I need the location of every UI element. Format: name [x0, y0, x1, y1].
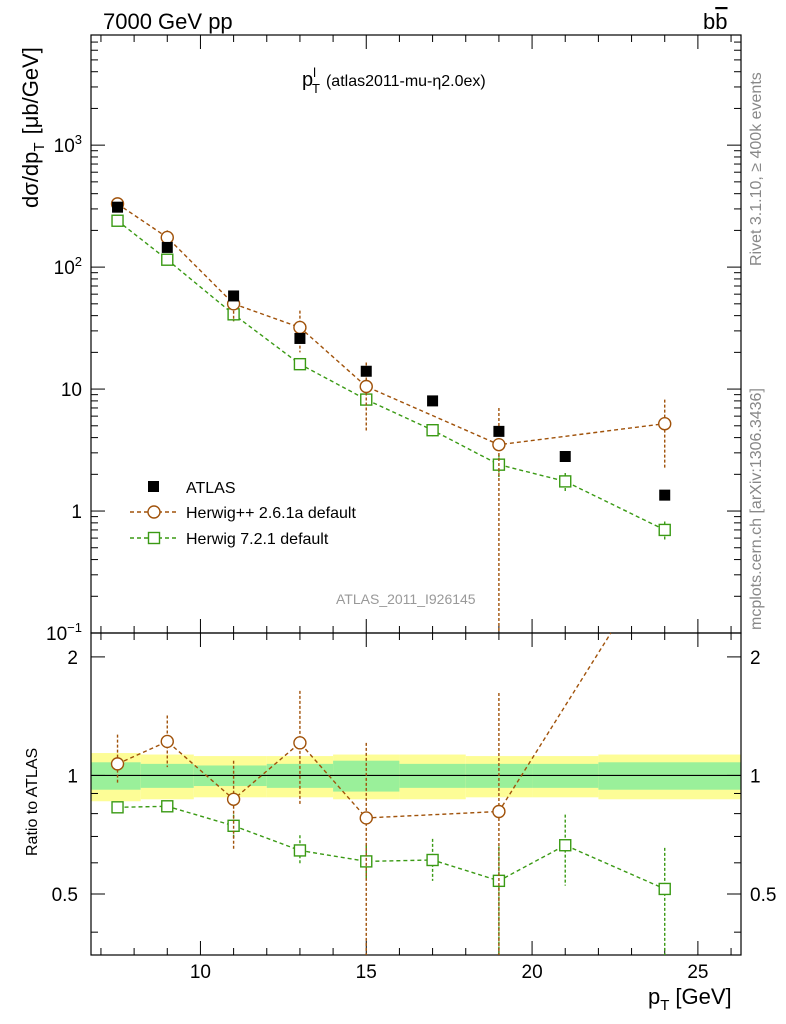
- x-axis-label-base: p: [648, 984, 660, 1009]
- herwigpp-point: [359, 379, 373, 394]
- y-axis-label-units: [μb/GeV]: [18, 47, 43, 134]
- atlas-point: [427, 395, 439, 407]
- herwigpp-point: [658, 417, 672, 431]
- herwigpp-line: [117, 203, 665, 446]
- legend-label-atlas: ATLAS: [186, 480, 236, 497]
- x-tick-label: 20: [522, 962, 543, 983]
- herwig7-point: [293, 357, 307, 371]
- herwigpp-point: [492, 437, 506, 452]
- herwig7-line: [117, 220, 666, 531]
- header-right-bar: b: [715, 9, 727, 34]
- legend-label-herwigpp: Herwig++ 2.6.1a default: [186, 505, 356, 522]
- atlas-point: [659, 489, 671, 501]
- ratio-herwig7-point: [426, 853, 439, 867]
- ratio-herwigpp-point: [359, 811, 373, 825]
- axes: 10 15 20 25 10−1 1 10 102 103 0.5 0.5 1 1 2 2: [46, 34, 776, 983]
- ratio-herwig7-point: [293, 844, 307, 857]
- herwig7-point: [111, 214, 124, 227]
- ratio-band-inner: [333, 760, 400, 792]
- legend: ATLAS Herwig++ 2.6.1a default Herwig 7.2…: [130, 480, 356, 548]
- main-marks: [110, 197, 672, 633]
- ratio-herwigpp-point: [110, 757, 125, 771]
- plot-title-var: p: [302, 69, 313, 91]
- ratio-y-tick-label: 2: [67, 648, 78, 669]
- ratio-y-tick-label-right: 2: [750, 648, 761, 669]
- x-axis-label-sub: T: [660, 997, 669, 1014]
- ratio-axis-label: Ratio to ATLAS: [24, 748, 41, 856]
- x-tick-label: 25: [687, 962, 708, 983]
- y-axis-label: dσ/dpT [μb/GeV]: [18, 47, 48, 208]
- ratio-herwig7-line: [117, 805, 666, 890]
- legend-label-herwig7: Herwig 7.2.1 default: [186, 531, 329, 548]
- header-right: bb: [703, 9, 728, 34]
- x-tick-label: 10: [190, 962, 211, 983]
- y-tick-label: 10: [61, 380, 82, 401]
- x-axis-label-units: [GeV]: [675, 984, 731, 1009]
- ratio-band: [91, 753, 741, 802]
- ratio-y-tick-label: 0.5: [52, 885, 78, 906]
- atlas-point: [559, 450, 571, 462]
- y-tick-label: 103: [54, 132, 82, 157]
- herwigpp-point: [293, 320, 307, 335]
- ratio-y-tick-label-right: 0.5: [750, 885, 776, 906]
- ratio-herwig7-point: [161, 800, 174, 813]
- atlas-point: [112, 201, 124, 213]
- herwig7-point: [426, 424, 439, 437]
- plot-title-rest: (atlas2011-mu-η2.0ex): [326, 73, 486, 90]
- ratio-herwig7-point: [559, 839, 572, 852]
- atlas-point: [294, 332, 306, 344]
- x-tick-label: 15: [356, 962, 377, 983]
- herwig7-point: [658, 523, 671, 537]
- atlas-point: [493, 425, 505, 437]
- legend-marker-herwig7: [147, 531, 161, 545]
- herwigpp-point: [160, 230, 174, 245]
- herwig7-point: [559, 475, 572, 488]
- y-axis-label-sub: T: [31, 142, 48, 151]
- y-tick-label: 102: [54, 254, 82, 279]
- analysis-id: ATLAS_2011_I926145: [336, 591, 476, 607]
- y-axis-label-base: dσ/dp: [18, 152, 43, 208]
- ratio-herwigpp-point: [293, 736, 307, 750]
- plot-title-sup: l: [313, 65, 316, 80]
- header-right-base: b: [703, 9, 715, 34]
- legend-marker-herwigpp: [147, 505, 161, 519]
- ratio-herwigpp-point: [226, 792, 241, 806]
- ratio-herwig7-point: [360, 855, 373, 868]
- rivet-version-text: Rivet 3.1.10, ≥ 400k events: [748, 72, 765, 266]
- ratio-marks: [110, 632, 671, 955]
- plot-title: pl T (atlas2011-mu-η2.0ex): [302, 65, 486, 96]
- x-axis-label: pT [GeV]: [648, 984, 732, 1014]
- atlas-point: [228, 290, 240, 302]
- ratio-herwig7-point: [111, 801, 124, 814]
- header-left: 7000 GeV pp: [103, 9, 233, 34]
- ratio-herwigpp-point: [492, 804, 506, 819]
- plot-title-sub: T: [312, 81, 320, 96]
- ratio-y-tick-label-right: 1: [750, 766, 761, 787]
- ratio-frame: [90, 632, 742, 956]
- y-tick-label: 1: [71, 502, 82, 523]
- y-tick-label: 10−1: [46, 620, 82, 645]
- ratio-herwigpp-point: [160, 734, 174, 749]
- mcplots-text: mcplots.cern.ch [arXiv:1306.3436]: [748, 388, 765, 630]
- ratio-herwig7-point: [658, 882, 671, 896]
- herwig7-point: [161, 253, 174, 266]
- legend-marker-atlas: [148, 481, 159, 492]
- atlas-point: [161, 241, 173, 253]
- ratio-y-tick-label: 1: [67, 766, 78, 787]
- atlas-point: [360, 365, 372, 377]
